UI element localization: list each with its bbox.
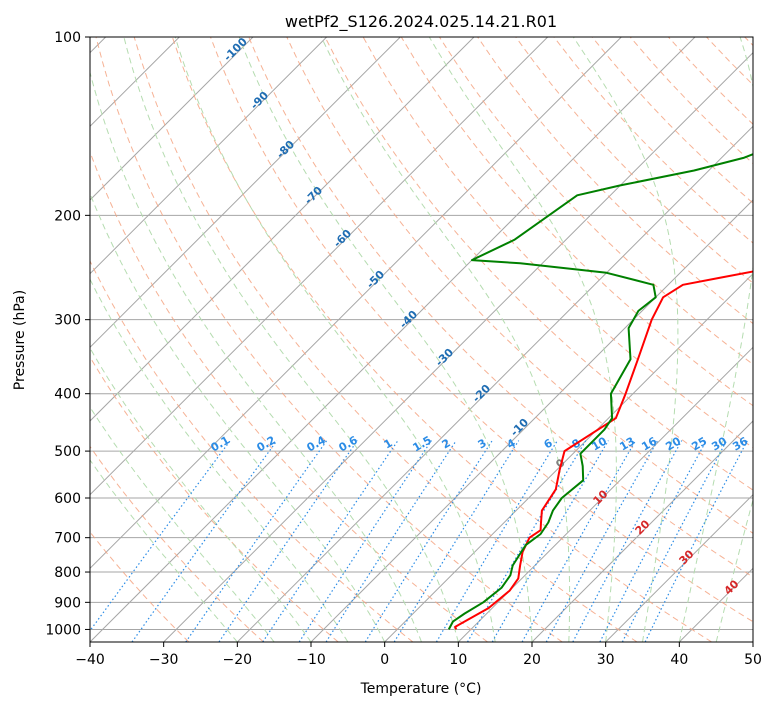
mixing-ratio-line (219, 441, 357, 642)
isotherm-line (458, 37, 775, 642)
isotherm-line (679, 37, 775, 642)
moist-adiabat-line (0, 37, 274, 642)
mixing-ratio-line (365, 441, 492, 642)
background-lines (0, 37, 775, 642)
isotherm-line (16, 37, 621, 642)
mixing-ratio-line (394, 441, 519, 642)
y-tick-label: 900 (54, 595, 81, 611)
isotherm-line (753, 37, 775, 642)
y-tick-label: 100 (54, 30, 81, 46)
y-tick-label: 800 (54, 565, 81, 581)
moist-adiabat-label: 20 (633, 517, 653, 537)
dry-adiabat-label: -90 (248, 89, 271, 112)
mixing-ratio-label: 16 (639, 434, 659, 453)
mixing-ratio-line (186, 441, 327, 642)
x-tick-label: −20 (223, 652, 253, 668)
chart-title: wetPf2_S126.2024.025.14.21.R01 (285, 12, 557, 32)
y-tick-label: 700 (54, 531, 81, 547)
y-tick-label: 300 (54, 313, 81, 329)
x-tick-label: 30 (597, 652, 615, 668)
dry-adiabat-label: -30 (433, 346, 456, 369)
isotherm-line (0, 37, 474, 642)
dry-adiabat-label: -100 (221, 35, 250, 64)
mixing-ratio-label: 3 (476, 436, 489, 451)
y-tick-label: 400 (54, 387, 81, 403)
x-tick-label: 0 (380, 652, 389, 668)
mixing-ratio-line (622, 441, 726, 642)
mixing-ratio-line (263, 441, 398, 642)
isotherm-line (0, 37, 400, 642)
x-tick-label: 10 (449, 652, 467, 668)
moist-adiabat-line (16, 37, 348, 642)
dry-adiabat-label: -20 (470, 382, 493, 405)
isotherm-line (90, 37, 695, 642)
dry-adiabat-line (707, 37, 775, 642)
mixing-ratio-line (600, 441, 706, 642)
moist-adiabat-line (0, 37, 311, 642)
dry-adiabat-line (0, 37, 338, 642)
y-axis-label: Pressure (hPa) (12, 290, 28, 390)
x-tick-label: −10 (296, 652, 326, 668)
mixing-ratio-label: 36 (730, 434, 750, 453)
mixing-ratio-line (492, 441, 608, 642)
isotherm-line (0, 37, 253, 642)
isotherm-line (385, 37, 775, 642)
mixing-ratio-line (645, 441, 747, 642)
mixing-ratio-label: 2 (440, 436, 453, 451)
isotherm-line (0, 37, 327, 642)
x-tick-label: −40 (75, 652, 105, 668)
y-tick-label: 200 (54, 208, 81, 224)
moist-adiabat-line (124, 37, 458, 642)
dry-adiabat-line (0, 37, 264, 642)
dry-adiabat-label: -10 (508, 416, 531, 439)
dry-adiabat-label: -50 (364, 268, 387, 291)
x-tick-label: −30 (149, 652, 179, 668)
dry-adiabat-line (554, 37, 775, 642)
isotherm-line (237, 37, 775, 642)
dry-adiabat-label: -80 (274, 138, 297, 161)
isotherm-line (311, 37, 775, 642)
dry-adiabat-label: -40 (397, 308, 420, 331)
dry-adiabat-line (0, 37, 189, 642)
mixing-ratio-line (132, 441, 277, 642)
x-tick-label: 50 (744, 652, 762, 668)
temperature-profile-line (455, 37, 775, 629)
moist-adiabat-line (0, 37, 237, 642)
plot-frame (90, 37, 753, 642)
moist-adiabat-line (716, 37, 775, 642)
moist-adiabat-label: 40 (722, 577, 742, 597)
mixing-ratio-label: 10 (589, 434, 609, 453)
y-tick-label: 500 (54, 444, 81, 460)
dry-adiabat-line (20, 37, 413, 642)
moist-adiabat-line (175, 37, 495, 642)
moist-adiabat-line (573, 37, 678, 642)
mixing-ratio-label: 30 (709, 434, 729, 453)
y-tick-label: 600 (54, 491, 81, 507)
x-tick-label: 40 (670, 652, 688, 668)
mixing-ratio-line (82, 441, 231, 642)
dry-adiabat-line (58, 37, 488, 642)
moist-adiabat-line (239, 37, 532, 642)
moist-adiabat-label: 10 (591, 487, 611, 507)
dry-adiabat-line (745, 37, 775, 642)
dry-adiabat-label: -60 (331, 227, 354, 250)
mixing-ratio-label: 20 (663, 434, 683, 453)
moist-adiabat-line (679, 37, 760, 642)
mixing-ratio-label: 25 (689, 435, 709, 454)
dry-adiabat-label: -70 (302, 184, 325, 207)
mixing-ratio-label: 13 (617, 435, 637, 454)
x-axis-label: Temperature (°C) (360, 681, 482, 697)
moist-adiabat-label: 30 (677, 547, 697, 567)
y-tick-label: 1000 (45, 622, 81, 638)
x-tick-label: 20 (523, 652, 541, 668)
